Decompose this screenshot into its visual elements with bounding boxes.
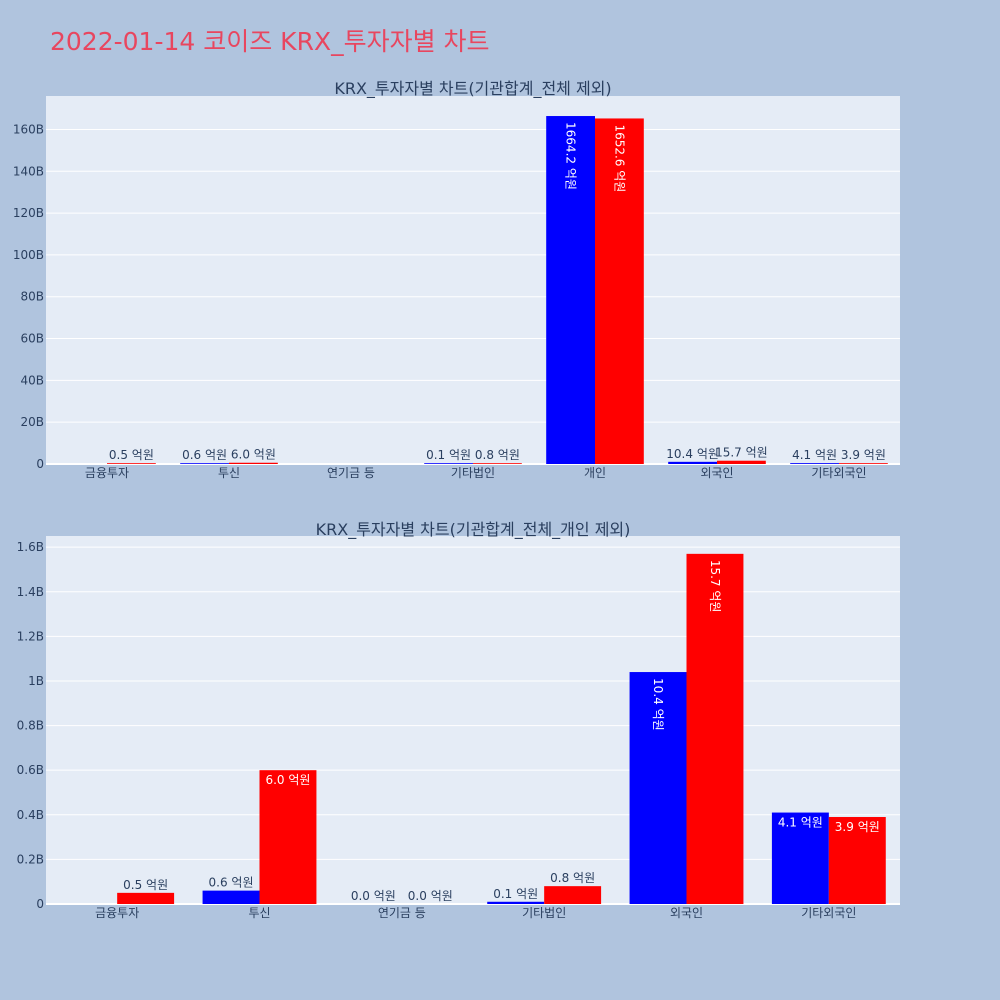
x-tick-label: 투신: [218, 466, 240, 480]
x-tick-label: 기타법인: [522, 906, 566, 920]
chart-title-1: KRX_투자자별 차트(기관합계_전체 제외): [334, 79, 611, 99]
x-tick-label: 금융투자: [95, 906, 139, 920]
data-label: 0.1 억원: [493, 887, 538, 901]
y-tick-label: 1.6B: [17, 540, 44, 554]
plot-area-1: [46, 96, 900, 464]
y-tick-label: 0.4B: [17, 808, 44, 822]
y-tick-label: 1.4B: [17, 585, 44, 599]
bar: [771, 812, 829, 904]
x-tick-label: 기타외국인: [811, 466, 866, 480]
x-tick-label: 투신: [248, 906, 270, 920]
bar: [595, 118, 644, 464]
data-label: 10.4 억원: [651, 678, 665, 731]
data-label: 0.8 억원: [550, 871, 595, 885]
plot-area-2: [46, 536, 900, 904]
bar: [117, 892, 175, 904]
data-label: 10.4 억원: [666, 447, 719, 461]
data-label: 4.1 억원: [792, 448, 837, 462]
bar: [259, 770, 317, 904]
x-tick-label: 기타법인: [451, 466, 495, 480]
bar: [828, 817, 886, 904]
bar: [686, 553, 744, 904]
y-tick-label: 1B: [28, 674, 44, 688]
bar: [229, 462, 278, 464]
y-tick-label: 0: [36, 897, 44, 911]
bar: [544, 886, 602, 904]
bar: [629, 672, 687, 904]
bar: [180, 463, 229, 464]
x-tick-label: 기타외국인: [801, 906, 856, 920]
y-tick-label: 1.2B: [17, 629, 44, 643]
y-tick-label: 0.8B: [17, 719, 44, 733]
x-tick-label: 연기금 등: [327, 466, 375, 480]
data-label: 0.5 억원: [123, 878, 168, 892]
y-tick-label: 100B: [13, 248, 44, 262]
data-label: 15.7 억원: [715, 446, 768, 460]
data-label: 6.0 억원: [265, 773, 310, 787]
data-label: 0.5 억원: [109, 448, 154, 462]
x-tick-label: 금융투자: [85, 466, 129, 480]
x-tick-label: 외국인: [700, 466, 733, 480]
y-tick-label: 120B: [13, 206, 44, 220]
y-tick-label: 40B: [20, 373, 44, 387]
y-tick-label: 0.2B: [17, 852, 44, 866]
data-label: 0.6 억원: [182, 448, 227, 462]
bar: [424, 463, 473, 464]
y-tick-label: 0.6B: [17, 763, 44, 777]
data-label: 6.0 억원: [231, 448, 276, 462]
data-label: 1664.2 억원: [564, 122, 578, 190]
bar: [839, 463, 888, 464]
y-tick-label: 20B: [20, 415, 44, 429]
bar: [473, 463, 522, 464]
x-tick-label: 개인: [584, 466, 606, 480]
data-label: 0.0 억원: [351, 889, 396, 903]
bar: [546, 116, 595, 464]
bar: [790, 463, 839, 464]
bar: [717, 460, 766, 464]
x-tick-label: 연기금 등: [378, 906, 426, 920]
bar: [107, 463, 156, 464]
data-label: 1652.6 억원: [612, 124, 626, 192]
y-tick-label: 80B: [20, 290, 44, 304]
x-tick-label: 외국인: [670, 906, 703, 920]
bar: [668, 461, 717, 464]
data-label: 15.7 억원: [708, 560, 722, 613]
y-tick-label: 0: [36, 457, 44, 471]
y-tick-label: 160B: [13, 122, 44, 136]
data-label: 4.1 억원: [778, 816, 823, 830]
data-label: 0.1 억원: [426, 448, 471, 462]
bar: [202, 890, 260, 904]
y-tick-label: 140B: [13, 164, 44, 178]
data-label: 0.6 억원: [209, 876, 254, 890]
chart-title-2: KRX_투자자별 차트(기관합계_전체_개인 제외): [316, 520, 631, 540]
bar: [487, 901, 545, 904]
data-label: 3.9 억원: [835, 820, 880, 834]
data-label: 0.0 억원: [408, 889, 453, 903]
data-label: 3.9 억원: [841, 448, 886, 462]
data-label: 0.8 억원: [475, 448, 520, 462]
figure-title: 2022-01-14 코이즈 KRX_투자자별 차트: [50, 27, 490, 56]
y-tick-label: 60B: [20, 332, 44, 346]
